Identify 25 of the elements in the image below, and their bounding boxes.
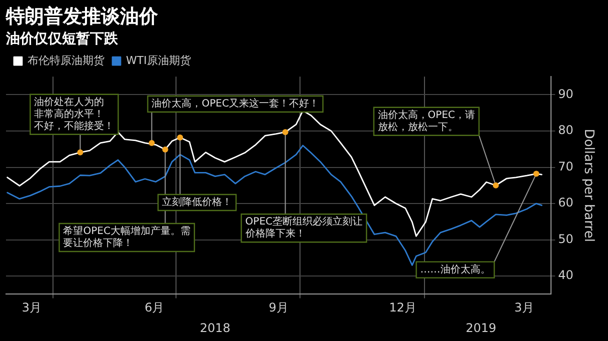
annotation: 油价处在人为的非常高的水平！不好，不能接受！ (34, 96, 114, 132)
y-tick-label: 40 (558, 268, 574, 282)
y-tick-label: 50 (558, 232, 574, 246)
y-tick-label: 60 (558, 196, 574, 210)
x-tick-label: 6月 (144, 300, 164, 315)
annotation: 希望OPEC大幅增加产量。需要让价格下降！ (63, 225, 190, 250)
x-tick-label: 12月 (389, 300, 416, 315)
x-tick-label: 3月 (22, 300, 42, 315)
chart-title: 特朗普发推谈油价 (5, 5, 159, 28)
annotation: OPEC垄断组织必须立刻让价格降下来！ (244, 216, 363, 240)
x-tick-label: 9月 (268, 300, 288, 315)
y-axis-title: Dollars per barrel (580, 128, 596, 242)
annotation: 立刻降低价格！ (162, 196, 232, 208)
y-tick-label: 80 (558, 123, 574, 138)
x-tick-label: 3月 (514, 300, 534, 315)
y-tick-label: 70 (558, 159, 574, 174)
chart-subtitle: 油价仅仅短暂下跌 (5, 30, 119, 47)
annotation: 油价太高，OPEC又来这一套！不好！ (152, 98, 319, 110)
x2-tick-label: 2019 (466, 320, 496, 335)
x2-tick-label: 2018 (200, 320, 230, 335)
annotation: ……油价太高。 (420, 263, 490, 276)
legend-label: WTI原油期货 (126, 54, 191, 67)
y-tick-label: 90 (558, 86, 574, 101)
legend-label: 布伦特原油期货 (28, 54, 104, 67)
annotation: 油价太高，OPEC，请放松，放松一下。 (378, 108, 476, 133)
